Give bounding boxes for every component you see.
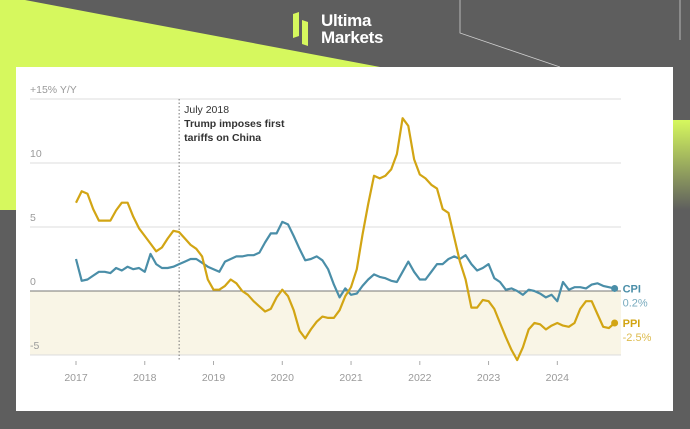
ppi-end-point (611, 319, 619, 327)
decor-line (459, 0, 561, 68)
cpi-line (74, 220, 615, 303)
y-tick-label: -5 (30, 340, 39, 352)
ultima-logo-icon (293, 12, 308, 46)
chart-card: +15% Y/Y 10 5 0 -5 2017 2018 2019 2020 2021 2022 20… (16, 67, 673, 411)
x-tick-label: 2018 (133, 372, 157, 384)
ppi-end-value: -2.5% (623, 332, 652, 344)
brand-line2: Markets (321, 28, 384, 47)
x-tick-label: 2019 (202, 372, 226, 384)
ppi-line (75, 117, 616, 362)
cpi-end-point (611, 284, 619, 292)
negative-zone-shading (30, 291, 621, 355)
x-tick-label: 2017 (64, 372, 88, 384)
x-tick-label: 2023 (477, 372, 501, 384)
y-tick-label: 5 (30, 212, 36, 224)
x-tick-label: 2022 (408, 372, 432, 384)
ppi-legend-label: PPI (623, 318, 641, 330)
y-tick-label: 0 (30, 276, 36, 288)
y-tick-label: +15% Y/Y (30, 84, 77, 96)
inflation-line-chart: +15% Y/Y 10 5 0 -5 2017 2018 2019 2020 2021 2022 20… (30, 84, 652, 384)
brand-wordmark: Ultima Markets (321, 12, 383, 46)
annotation-text-line2: tariffs on China (184, 132, 261, 144)
cpi-end-value: 0.2% (623, 297, 648, 309)
x-tick-label: 2021 (339, 372, 363, 384)
cpi-legend-label: CPI (623, 283, 641, 295)
annotation-text-line1: Trump imposes first (184, 118, 285, 130)
x-tick-label: 2020 (271, 372, 295, 384)
y-tick-label: 10 (30, 148, 42, 160)
lime-banner-shape (0, 0, 380, 210)
brand-line1: Ultima (321, 11, 372, 30)
brand-logo: Ultima Markets (293, 12, 383, 46)
x-tick-label: 2024 (546, 372, 570, 384)
lime-side-strip (673, 120, 690, 210)
annotation-date: July 2018 (184, 104, 229, 116)
